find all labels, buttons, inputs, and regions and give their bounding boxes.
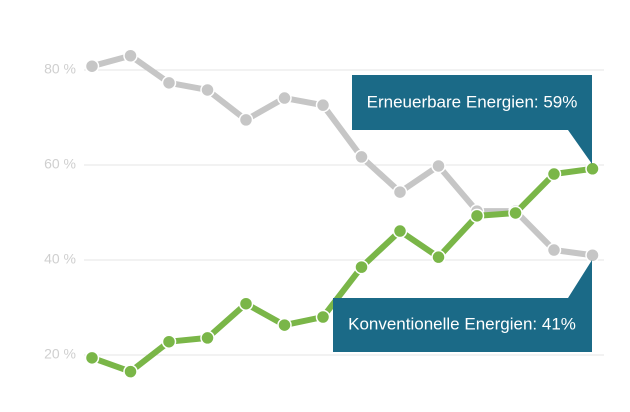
point — [84, 58, 100, 74]
point — [200, 82, 215, 98]
callout-box — [352, 75, 592, 164]
annotation: Erneuerbare Energien: 59% — [367, 92, 578, 111]
point — [546, 166, 562, 182]
annotation: Konventionelle Energien: 41% — [348, 314, 576, 333]
point — [585, 161, 600, 177]
point — [585, 248, 600, 263]
point — [277, 90, 292, 106]
point — [431, 249, 446, 265]
point — [161, 75, 177, 91]
point — [546, 242, 562, 258]
point — [200, 330, 215, 346]
point — [469, 208, 485, 224]
y-tick-label: 20 % — [44, 346, 76, 362]
callout-top: Erneuerbare Energien: 59% — [352, 75, 592, 164]
grid: 20 % 40 % 60 % 80 % — [44, 61, 604, 362]
point — [392, 184, 408, 200]
point — [161, 334, 177, 349]
point — [277, 317, 292, 333]
y-tick-label: 60 % — [44, 156, 76, 172]
point — [431, 158, 446, 174]
point — [123, 48, 138, 63]
point — [354, 259, 369, 275]
callout-box — [333, 260, 592, 352]
point — [315, 97, 331, 113]
y-tick-label: 40 % — [44, 251, 76, 267]
point — [315, 309, 331, 325]
point — [84, 350, 100, 366]
point — [238, 296, 254, 311]
y-tick-label: 80 % — [44, 61, 76, 77]
point — [508, 205, 523, 221]
callout-bottom: Konventionelle Energien: 41% — [333, 260, 592, 352]
point — [238, 112, 254, 128]
lines — [84, 48, 600, 379]
point — [123, 364, 138, 379]
point — [354, 149, 369, 165]
point — [392, 223, 408, 239]
